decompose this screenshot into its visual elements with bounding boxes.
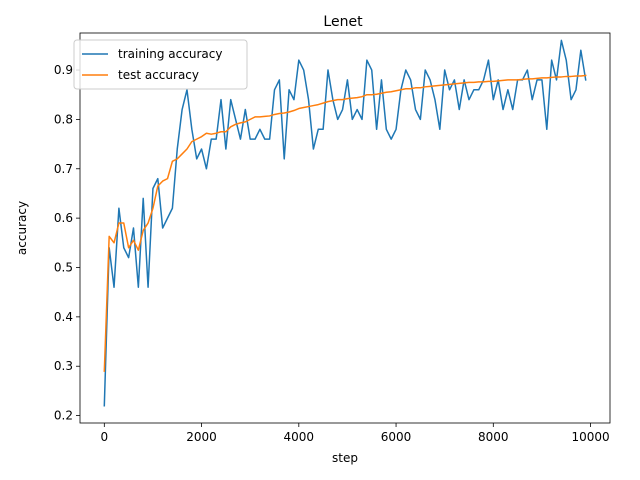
chart-title: Lenet [323, 14, 363, 30]
legend-entry-label: training accuracy [118, 47, 222, 61]
y-tick-label: 0.3 [54, 359, 73, 373]
x-tick-label: 8000 [478, 430, 509, 444]
y-tick-label: 0.6 [54, 211, 73, 225]
x-tick-label: 2000 [186, 430, 217, 444]
y-tick-label: 0.9 [54, 63, 73, 77]
series-line-training-accuracy [103, 39, 587, 407]
x-axis-label: step [332, 451, 358, 465]
y-axis-label: accuracy [15, 201, 29, 255]
y-tick-label: 0.2 [54, 409, 73, 423]
y-tick-label: 0.7 [54, 162, 73, 176]
y-tick-label: 0.8 [54, 112, 73, 126]
series-line-test-accuracy [103, 74, 587, 372]
y-tick-label: 0.5 [54, 260, 73, 274]
x-tick-label: 10000 [571, 430, 609, 444]
y-axis: 0.2 0.3 0.4 0.5 0.6 0.7 0.8 0.9 [54, 63, 80, 423]
legend-entry-label: test accuracy [118, 68, 199, 82]
axes-frame [79, 32, 611, 424]
x-axis: 0 2000 4000 6000 8000 10000 [100, 423, 610, 444]
legend: training accuracy test accuracy [73, 39, 248, 90]
series-layer [103, 39, 587, 407]
x-tick-label: 6000 [381, 430, 412, 444]
x-tick-label: 0 [100, 430, 108, 444]
y-tick-label: 0.4 [54, 310, 73, 324]
x-tick-label: 4000 [284, 430, 315, 444]
legend-box [73, 39, 248, 90]
